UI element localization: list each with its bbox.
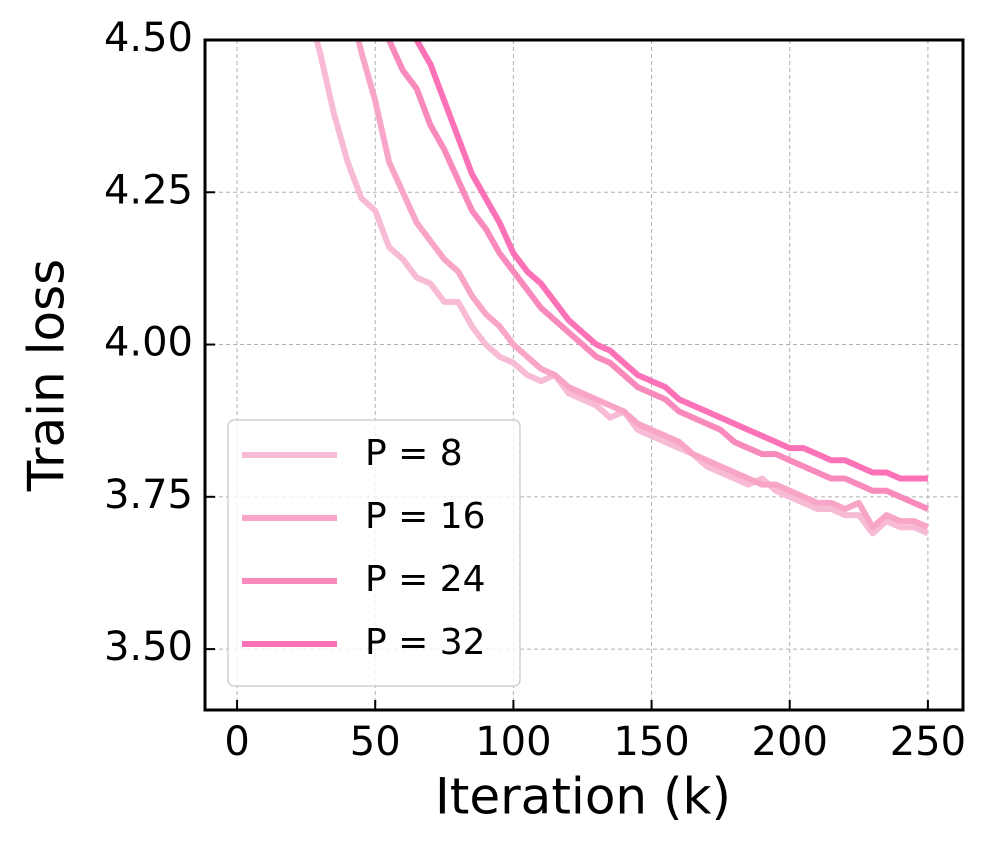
line-series [313,40,930,537]
y-axis-label: Train loss [18,259,76,492]
legend-label: P = 16 [365,496,486,537]
x-tick-label: 150 [613,719,689,765]
x-tick-label: 200 [752,719,828,765]
line-series [355,40,930,531]
legend-label: P = 8 [365,433,463,474]
y-tick-label: 3.75 [104,472,193,518]
y-tick-label: 4.00 [104,320,193,366]
x-tick-label: 50 [350,719,401,765]
legend-label: P = 24 [365,559,486,600]
y-tick-label: 3.50 [104,624,193,670]
x-tick-label: 100 [475,719,551,765]
legend-label: P = 32 [365,622,486,663]
legend-box [227,419,521,687]
line-series [413,40,928,482]
x-axis-label: Iteration (k) [435,768,731,826]
x-tick-label: 0 [224,719,249,765]
y-tick-label: 4.25 [104,167,193,213]
line-series [385,40,930,512]
x-tick-label: 250 [890,719,966,765]
y-tick-label: 4.50 [104,15,193,61]
plot-frame [203,38,965,712]
plot-area [313,40,930,537]
